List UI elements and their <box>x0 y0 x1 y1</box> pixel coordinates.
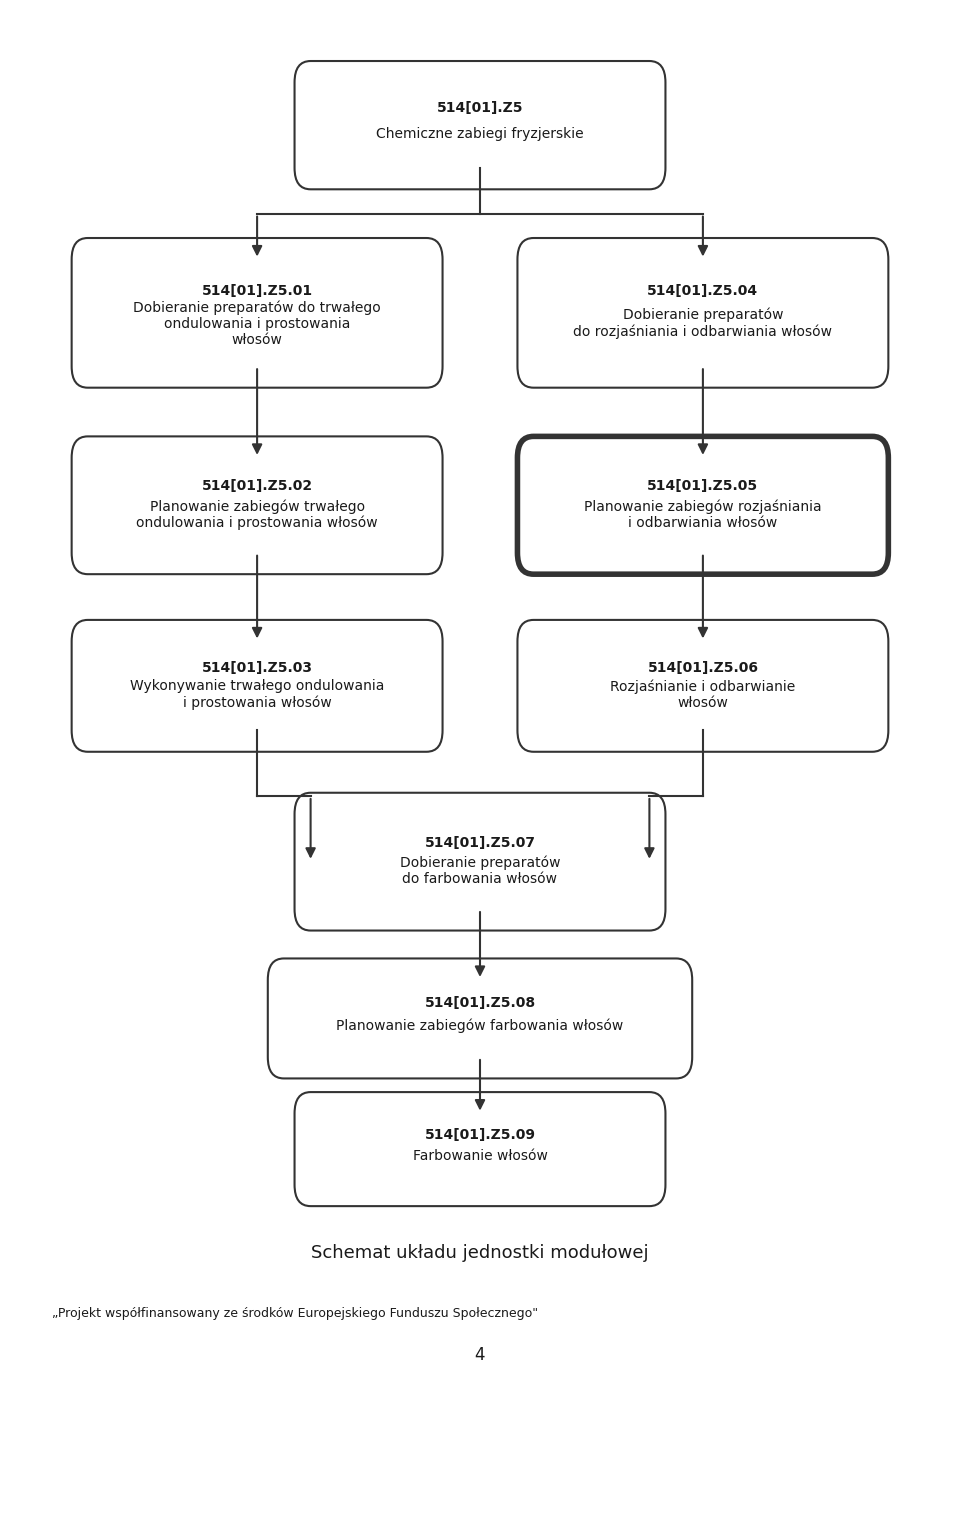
Text: 514[01].Z5.08: 514[01].Z5.08 <box>424 996 536 1011</box>
FancyBboxPatch shape <box>295 793 665 930</box>
Text: 4: 4 <box>475 1347 485 1365</box>
Text: Chemiczne zabiegi fryzjerskie: Chemiczne zabiegi fryzjerskie <box>376 127 584 141</box>
Text: 514[01].Z5.04: 514[01].Z5.04 <box>647 284 758 298</box>
Text: Planowanie zabiegów trwałego
ondulowania i prostowania włosów: Planowanie zabiegów trwałego ondulowania… <box>136 499 378 531</box>
Text: 514[01].Z5.06: 514[01].Z5.06 <box>647 661 758 675</box>
FancyBboxPatch shape <box>72 238 443 387</box>
Text: Rozjaśnianie i odbarwianie
włosów: Rozjaśnianie i odbarwianie włosów <box>611 679 796 710</box>
Text: Farbowanie włosów: Farbowanie włosów <box>413 1150 547 1163</box>
Text: 514[01].Z5.01: 514[01].Z5.01 <box>202 284 313 298</box>
Text: Planowanie zabiegów farbowania włosów: Planowanie zabiegów farbowania włosów <box>336 1018 624 1033</box>
Text: Wykonywanie trwałego ondulowania
i prostowania włosów: Wykonywanie trwałego ondulowania i prost… <box>130 679 384 710</box>
Text: 514[01].Z5: 514[01].Z5 <box>437 101 523 115</box>
FancyBboxPatch shape <box>517 436 888 573</box>
Text: „Projekt współfinansowany ze środków Europejskiego Funduszu Społecznego": „Projekt współfinansowany ze środków Eur… <box>52 1307 539 1321</box>
Text: Dobieranie preparatów
do farbowania włosów: Dobieranie preparatów do farbowania włos… <box>399 856 561 887</box>
Text: 514[01].Z5.09: 514[01].Z5.09 <box>424 1127 536 1142</box>
FancyBboxPatch shape <box>268 958 692 1079</box>
FancyBboxPatch shape <box>295 1092 665 1206</box>
Text: 514[01].Z5.02: 514[01].Z5.02 <box>202 480 313 493</box>
Text: 514[01].Z5.07: 514[01].Z5.07 <box>424 835 536 850</box>
FancyBboxPatch shape <box>517 620 888 752</box>
Text: 514[01].Z5.05: 514[01].Z5.05 <box>647 480 758 493</box>
Text: Dobieranie preparatów
do rozjaśniania i odbarwiania włosów: Dobieranie preparatów do rozjaśniania i … <box>573 307 832 339</box>
FancyBboxPatch shape <box>295 61 665 189</box>
Text: Schemat układu jednostki modułowej: Schemat układu jednostki modułowej <box>311 1244 649 1262</box>
Text: 514[01].Z5.03: 514[01].Z5.03 <box>202 661 313 675</box>
FancyBboxPatch shape <box>517 238 888 387</box>
Text: Dobieranie preparatów do trwałego
ondulowania i prostowania
włosów: Dobieranie preparatów do trwałego ondulo… <box>133 300 381 346</box>
FancyBboxPatch shape <box>72 620 443 752</box>
Text: Planowanie zabiegów rozjaśniania
i odbarwiania włosów: Planowanie zabiegów rozjaśniania i odbar… <box>584 499 822 530</box>
FancyBboxPatch shape <box>72 436 443 573</box>
